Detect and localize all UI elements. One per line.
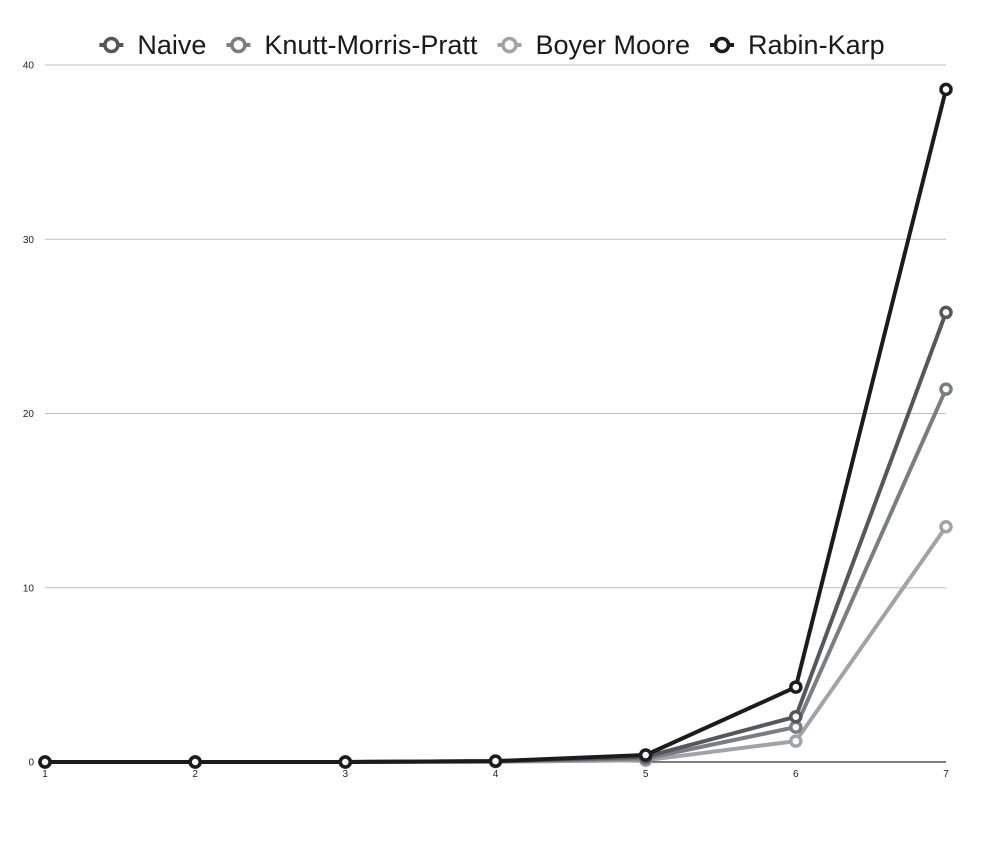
data-point <box>638 748 653 762</box>
legend-point-marker <box>501 36 518 54</box>
data-point <box>188 755 202 769</box>
data-point <box>789 709 803 724</box>
series-line <box>43 387 948 764</box>
x-tick-label: 6 <box>793 769 799 780</box>
series-naive <box>38 305 953 769</box>
x-tick-label: 1 <box>42 769 48 780</box>
series-line <box>43 87 948 764</box>
y-tick-label: 30 <box>23 235 35 246</box>
data-point <box>338 755 353 769</box>
legend-label: Knutt-Morris-Pratt <box>264 30 478 60</box>
legend-label: Naive <box>137 30 206 60</box>
legend-point-marker <box>103 36 120 54</box>
series-knutt-morris-pratt <box>38 382 953 769</box>
data-point <box>939 382 953 396</box>
series <box>38 82 953 769</box>
data-point <box>488 754 503 768</box>
legend-label: Rabin-Karp <box>748 30 885 60</box>
data-point <box>38 755 52 769</box>
legend: Naive Knutt-Morris-Pratt Boyer Moore Rabin-… <box>99 30 885 60</box>
series-rabin-karp <box>38 82 953 769</box>
x-tick-label: 2 <box>192 769 198 780</box>
data-point <box>789 680 803 694</box>
legend-item: Boyer Moore <box>497 30 690 60</box>
y-tick-label: 10 <box>23 583 35 594</box>
legend-item: Rabin-Karp <box>710 30 885 60</box>
data-point <box>939 82 953 97</box>
y-tick-label: 0 <box>28 758 34 769</box>
x-tick-label: 3 <box>343 769 349 780</box>
y-tick-label: 40 <box>23 61 35 72</box>
legend-item: Knutt-Morris-Pratt <box>226 30 478 60</box>
data-point <box>939 305 953 320</box>
legend-point-marker <box>230 36 247 54</box>
x-tick-label: 4 <box>493 769 499 780</box>
y-tick-label: 20 <box>23 409 35 420</box>
data-point <box>789 734 803 748</box>
series-boyer-moore <box>38 520 953 769</box>
data-point <box>789 720 803 734</box>
x-tick-label: 5 <box>643 769 649 780</box>
legend-label: Boyer Moore <box>535 30 690 60</box>
series-line <box>43 524 948 764</box>
legend-point-marker <box>713 36 731 54</box>
legend-item: Naive <box>99 30 206 60</box>
x-tick-label: 7 <box>943 769 949 780</box>
grid <box>45 64 946 589</box>
data-point <box>939 520 953 534</box>
